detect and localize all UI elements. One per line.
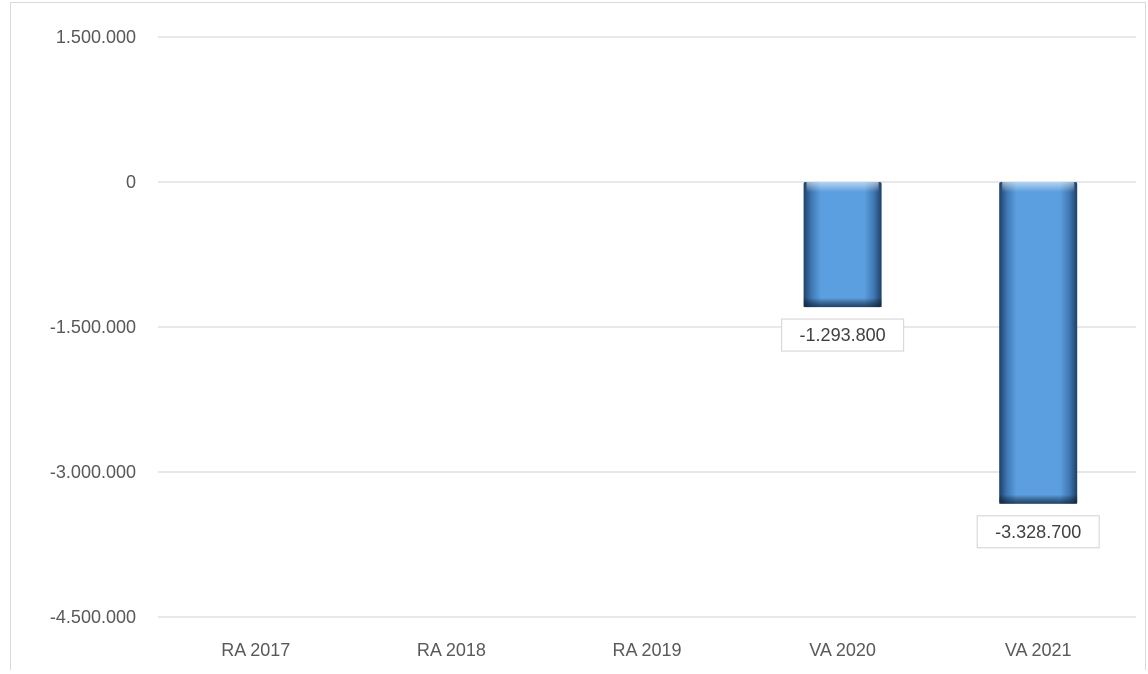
bar-va-2021 [999,182,1078,504]
bars [803,182,1078,504]
bar-top-bevel [806,182,879,192]
x-tick-label: RA 2018 [417,640,486,660]
x-tick-label: VA 2021 [1005,640,1072,660]
bar [803,182,882,308]
data-label-box [780,318,905,352]
bar-bottom-bevel [999,494,1078,504]
x-tick-label: VA 2020 [809,640,876,660]
bar [999,182,1078,504]
data-label-text: -1.293.800 [800,325,886,345]
x-axis-tick-labels: RA 2017 RA 2018 RA 2019 VA 2020 VA 2021 [221,640,1071,660]
y-tick-label: -4.500.000 [50,607,136,627]
gridlines [158,36,1136,618]
y-axis-tick-labels: 1.500.000 0 -1.500.000 -3.000.000 -4.500.000 [50,27,136,627]
y-tick-label: -3.000.000 [50,462,136,482]
data-label: -3.328.700 [976,515,1100,549]
x-tick-label: RA 2017 [221,640,290,660]
data-label-box [976,515,1100,549]
y-tick-label: 1.500.000 [56,27,136,47]
data-label-text: -3.328.700 [995,522,1081,542]
bar-bottom-bevel [803,298,882,308]
y-tick-label: -1.500.000 [50,317,136,337]
x-tick-label: RA 2019 [612,640,681,660]
bar-va-2020 [803,182,882,308]
data-label: -1.293.800 [780,318,905,352]
data-labels: -1.293.800 -3.328.700 [780,318,1100,549]
bar-top-bevel [1002,182,1075,192]
y-tick-label: 0 [126,172,136,192]
chart-frame [10,2,1146,670]
